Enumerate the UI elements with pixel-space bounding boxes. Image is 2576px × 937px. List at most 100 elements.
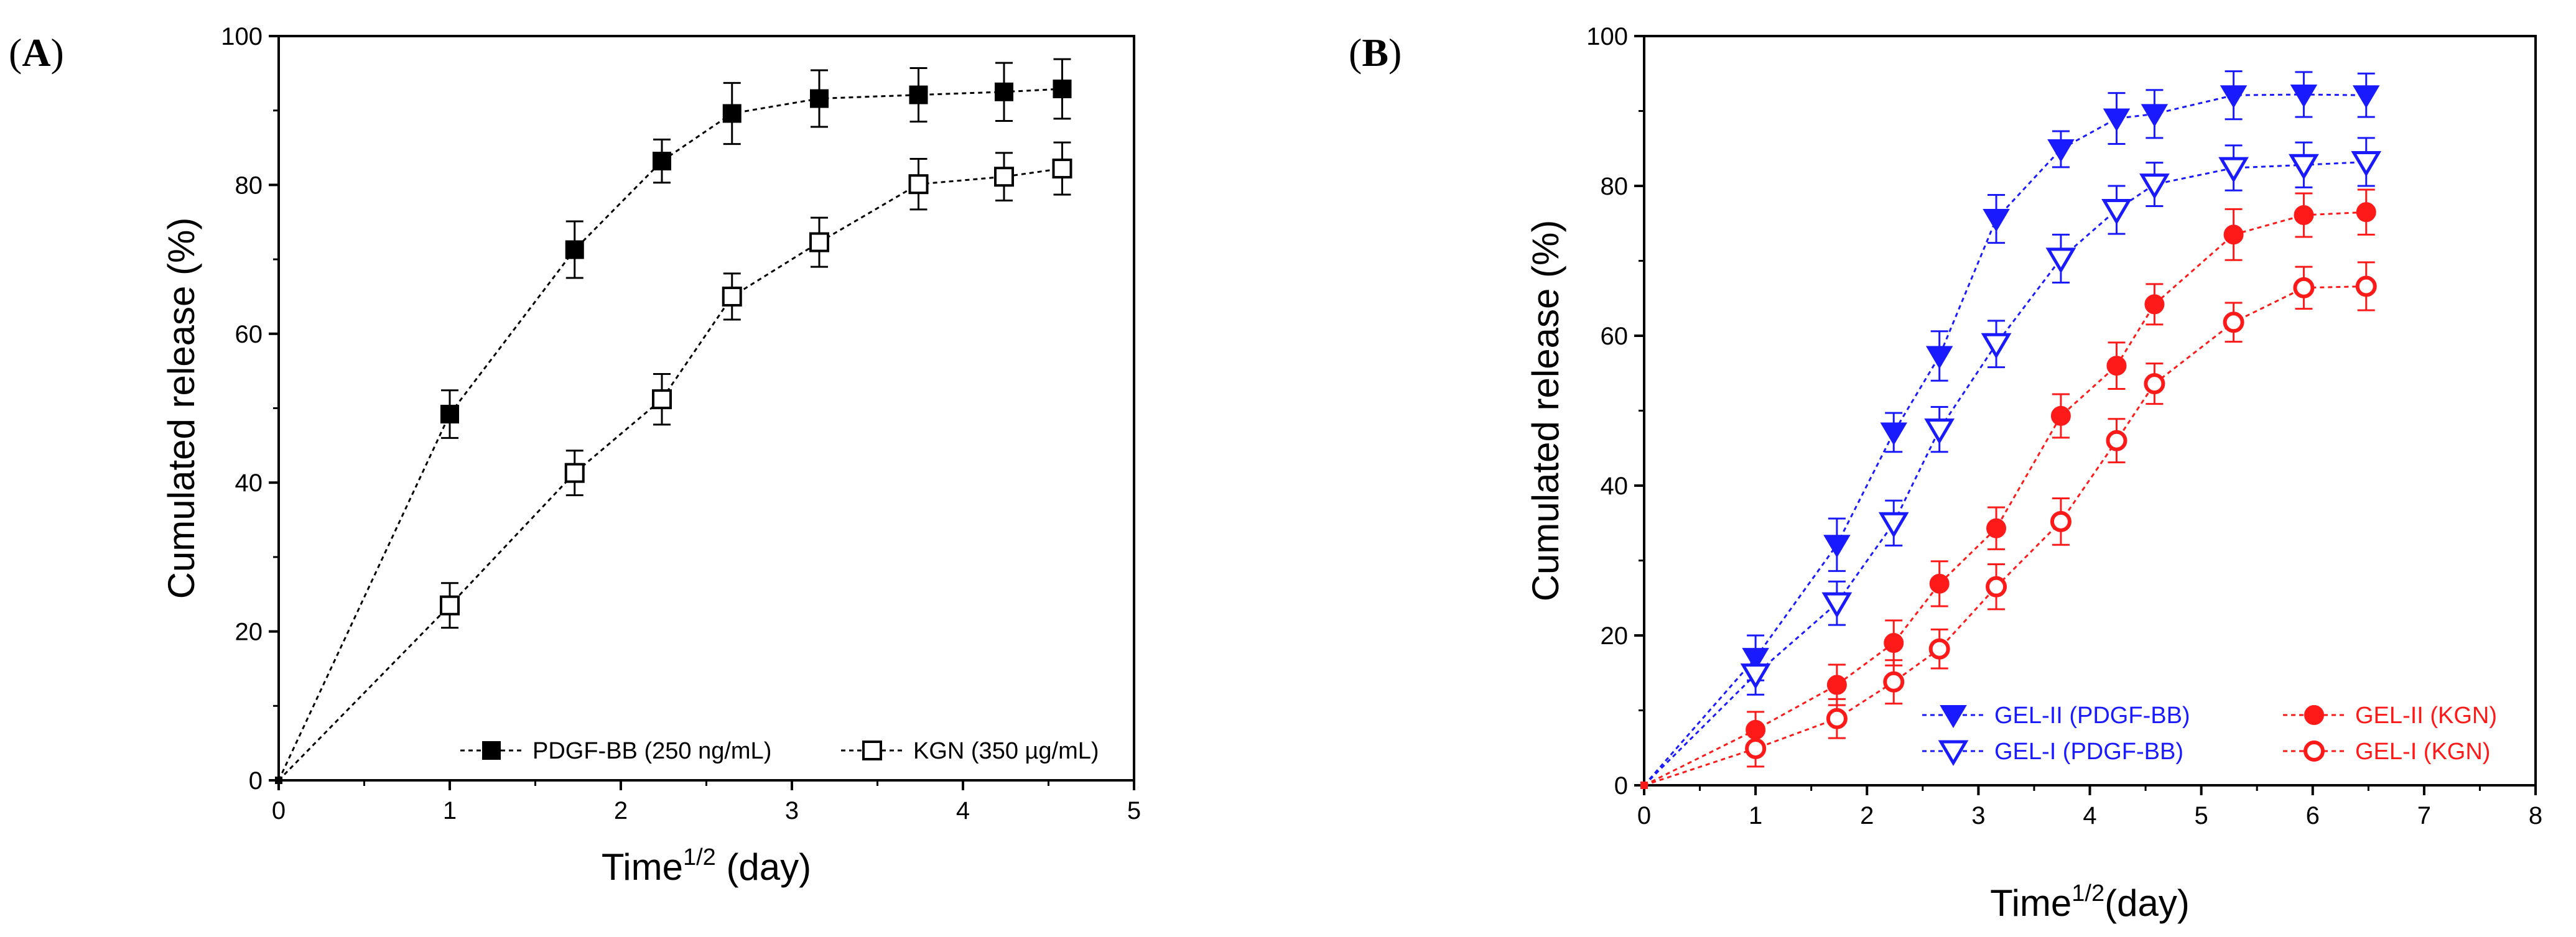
x-tick-label-b: 8: [2529, 802, 2542, 829]
data-point-b-2: [2106, 356, 2127, 376]
data-point-b-1: [1821, 592, 1853, 619]
data-point-b-0: [2141, 104, 2169, 127]
x-tick-label-b: 1: [1749, 802, 1762, 829]
legend-marker-b-3: [2304, 741, 2325, 762]
data-point-b-3: [2293, 277, 2315, 298]
y-tick-label-b: 60: [1601, 323, 1629, 350]
y-tick-label-a: 100: [221, 23, 263, 50]
legend-item-a-1: KGN (350 µg/mL): [841, 738, 1099, 764]
legend-item-a-0: PDGF-BB (250 ng/mL): [460, 738, 771, 764]
y-tick-label-b: 80: [1601, 173, 1629, 200]
data-point-b-1: [2289, 154, 2319, 180]
data-point-b-0: [2352, 85, 2380, 109]
legend-item-b-3: GEL-I (KGN): [2283, 739, 2490, 765]
x-axis-title-a: Time1/2 (day): [602, 844, 811, 888]
x-tick-label-b: 4: [2083, 802, 2096, 829]
x-tick-label-b: 2: [1860, 802, 1874, 829]
legend-label-b-3: GEL-I (KGN): [2355, 739, 2490, 765]
x-tick-label-a: 1: [443, 797, 457, 824]
data-point-b-3: [1826, 708, 1848, 729]
data-point-b-1: [2045, 247, 2076, 274]
x-tick-label-b: 6: [2306, 802, 2320, 829]
data-point-a-1: [564, 463, 585, 483]
data-point-b-1: [2218, 157, 2249, 183]
data-point-b-2: [1986, 518, 2007, 538]
data-point-b-3: [1928, 638, 1950, 660]
y-tick-label-a: 0: [249, 767, 263, 795]
x-tick-label-a: 5: [1127, 797, 1141, 824]
data-point-a-1: [1052, 159, 1072, 179]
data-point-b-2: [1884, 633, 1904, 653]
data-point-a-0: [810, 89, 829, 108]
y-tick-label-b: 0: [1614, 772, 1628, 800]
data-point-a-1: [722, 286, 742, 307]
legend-label-a-1: KGN (350 µg/mL): [913, 738, 1099, 764]
x-tick-label-b: 0: [1637, 802, 1651, 829]
data-point-b-0: [1925, 346, 1953, 369]
series-line-b-2: [1644, 211, 2366, 787]
legend-item-b-0: GEL-II (PDGF-BB): [1922, 703, 2190, 729]
data-point-b-0: [2103, 108, 2131, 132]
data-point-b-3: [2106, 430, 2127, 451]
y-tick-label-a: 20: [235, 619, 263, 646]
data-point-a-0: [995, 82, 1013, 101]
data-point-b-0: [1983, 209, 2010, 232]
legend-item-b-2: GEL-II (KGN): [2283, 703, 2497, 729]
data-point-a-0: [1053, 79, 1072, 98]
data-point-b-3: [2355, 275, 2377, 297]
y-tick-label-b: 40: [1601, 473, 1629, 500]
data-point-a-0: [909, 85, 928, 104]
data-point-b-1: [2351, 150, 2382, 177]
series-b-2: [1640, 188, 2376, 789]
legend-item-b-1: GEL-I (PDGF-BB): [1922, 739, 2183, 766]
x-tick-label-b: 5: [2195, 802, 2208, 829]
legend-label-b-1: GEL-I (PDGF-BB): [1994, 739, 2183, 765]
data-point-a-1: [275, 777, 282, 784]
legend-marker-a-1: [862, 741, 882, 760]
series-a-0: [275, 58, 1072, 784]
legend-marker-a-0: [482, 741, 501, 760]
data-point-a-1: [440, 595, 460, 616]
data-point-b-0: [2047, 139, 2075, 162]
y-tick-label-a: 80: [235, 172, 263, 199]
x-tick-label-b: 3: [1971, 802, 1985, 829]
panel-label-a: (A): [9, 30, 64, 75]
data-point-a-0: [653, 152, 671, 171]
x-tick-label-a: 0: [272, 797, 286, 824]
data-point-a-1: [994, 167, 1014, 187]
series-line-b-3: [1644, 285, 2366, 787]
x-tick-label-a: 2: [614, 797, 628, 824]
y-tick-label-a: 40: [235, 469, 263, 497]
legend-marker-b-2: [2304, 705, 2324, 725]
x-tick-label-b: 7: [2417, 802, 2431, 829]
data-point-b-3: [1986, 576, 2007, 598]
data-point-b-2: [2144, 294, 2165, 315]
plot-frame-b: [1643, 35, 2537, 787]
data-point-a-0: [440, 405, 459, 424]
data-point-a-0: [565, 240, 584, 259]
legend-label-a-0: PDGF-BB (250 ng/mL): [532, 738, 771, 764]
data-point-b-0: [1823, 535, 1851, 558]
data-point-a-1: [652, 389, 672, 410]
data-point-b-0: [2290, 84, 2318, 108]
data-point-b-3: [2144, 373, 2165, 395]
y-axis-title-a: Cumulated release (%): [160, 218, 202, 599]
data-point-b-3: [2050, 510, 2071, 532]
y-tick-label-b: 100: [1586, 23, 1628, 50]
data-point-b-0: [2220, 85, 2248, 109]
series-a-1: [275, 141, 1072, 784]
y-axis-title-b: Cumulated release (%): [1525, 220, 1566, 602]
data-point-b-2: [2050, 405, 2071, 426]
data-point-b-2: [2223, 224, 2244, 245]
panel-label-b: (B): [1349, 30, 1402, 75]
data-point-b-2: [1826, 675, 1847, 695]
series-line-b-1: [1643, 160, 2366, 787]
data-point-b-1: [2139, 173, 2170, 200]
data-point-b-3: [1640, 782, 1648, 789]
data-point-b-2: [1929, 573, 1950, 594]
legend-label-b-2: GEL-II (KGN): [2355, 703, 2497, 729]
data-point-b-1: [1878, 512, 1909, 538]
y-tick-label-a: 60: [235, 321, 263, 348]
